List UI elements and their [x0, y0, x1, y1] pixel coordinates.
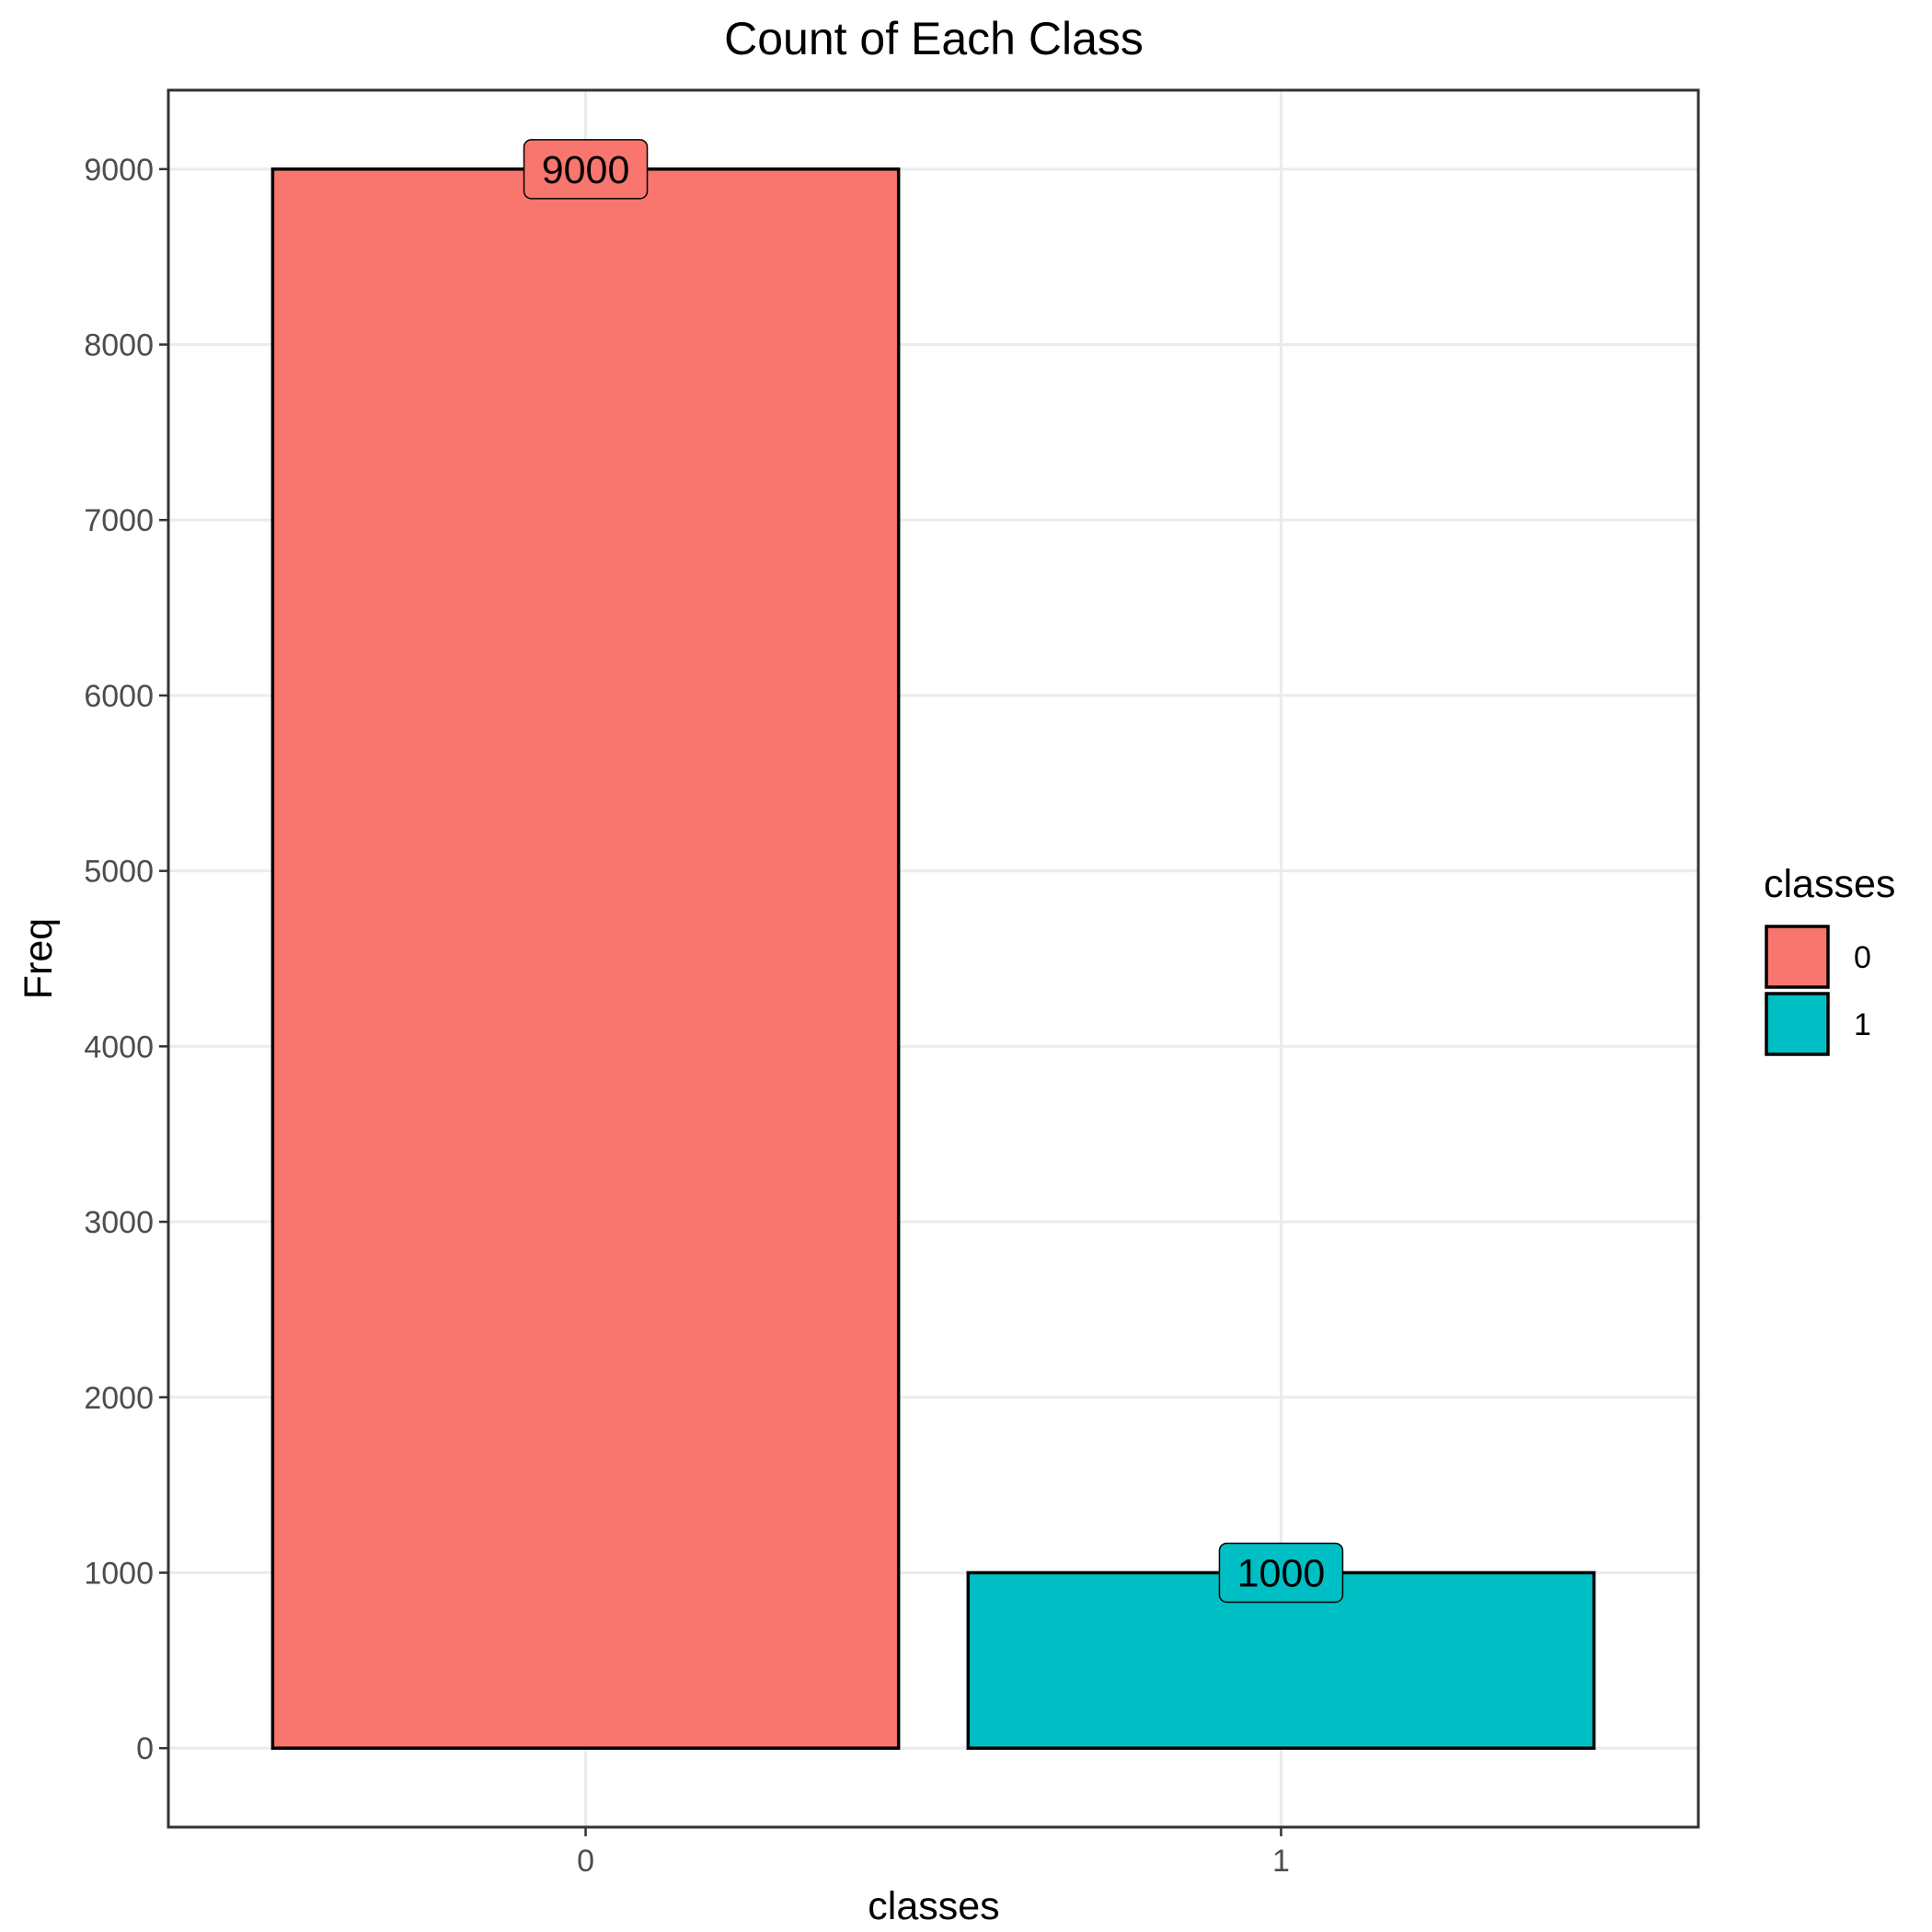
y-tick-label: 8000: [84, 328, 154, 363]
y-tick-label: 2000: [84, 1381, 154, 1416]
x-axis-title: classes: [868, 1884, 999, 1928]
legend-key-0: [1765, 925, 1830, 989]
legend-label: 0: [1854, 940, 1871, 975]
legend-items: 01: [1765, 925, 1871, 1056]
legend-title: classes: [1764, 862, 1895, 906]
bar-0: [270, 167, 901, 1750]
data-label-box: [1218, 1542, 1344, 1604]
y-axis-title: Freq: [17, 918, 61, 999]
y-axis: 0 1000 2000 3000 4000 5000 6000 7000 8000 9000: [84, 153, 168, 1766]
data-labels: 9000 1000: [523, 139, 1344, 1604]
y-tick-label: 9000: [84, 153, 154, 188]
legend-key-1: [1765, 992, 1830, 1056]
y-tick-label: 6000: [84, 679, 154, 714]
y-tick-label: 7000: [84, 503, 154, 538]
y-tick-label: 0: [136, 1731, 154, 1766]
data-label: 9000: [542, 148, 630, 192]
legend: classes 01: [1764, 862, 1895, 1056]
data-label-box: [523, 139, 649, 200]
y-tick-label: 1000: [84, 1556, 154, 1591]
y-tick-label: 3000: [84, 1205, 154, 1240]
chart-title: Count of Each Class: [724, 13, 1144, 64]
bars: [270, 167, 1596, 1750]
y-tick-label: 4000: [84, 1029, 154, 1064]
data-label: 1000: [1237, 1551, 1326, 1595]
legend-label: 1: [1854, 1007, 1871, 1042]
plot-panel-border: [167, 88, 1700, 1829]
x-tick-label: 0: [577, 1844, 594, 1879]
x-tick-label: 1: [1272, 1844, 1290, 1879]
y-tick-label: 5000: [84, 855, 154, 890]
